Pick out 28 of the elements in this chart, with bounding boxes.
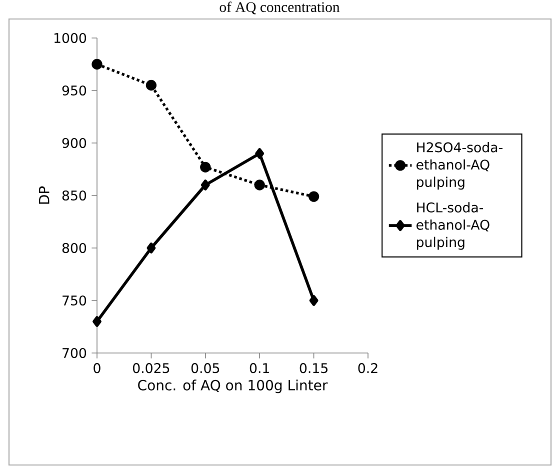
chart-title: of AQ concentration — [220, 2, 340, 14]
point — [200, 162, 211, 172]
x-tick-label: 0.025 — [132, 363, 170, 374]
point — [255, 148, 264, 159]
point — [254, 180, 265, 190]
y-tick-label: 1000 — [54, 32, 86, 44]
x-tick-label: 0 — [94, 363, 100, 374]
point — [309, 295, 318, 306]
y-tick-label: 950 — [62, 85, 86, 96]
y-tick-label: 900 — [62, 138, 86, 148]
legend-label: HCL-soda-ethanol-AQ pulping — [416, 202, 490, 250]
point — [146, 242, 156, 254]
y-tick-label: 850 — [62, 190, 86, 201]
x-tick-label: 0.1 — [250, 363, 269, 374]
point — [308, 191, 320, 202]
point — [200, 180, 210, 190]
point — [146, 80, 157, 91]
point — [92, 316, 102, 327]
legend-label: H2SO4-soda-ethanol-AQ pulping — [416, 142, 502, 190]
point — [92, 58, 102, 70]
y-tick-label: 750 — [62, 295, 86, 306]
y-axis-title: DP — [39, 186, 50, 204]
x-axis-title: Conc. of AQ on 100g Linter — [138, 380, 328, 394]
y-tick-label: 800 — [62, 242, 86, 254]
y-tick-label: 700 — [62, 348, 86, 358]
x-tick-label: 0.15 — [300, 363, 328, 374]
x-tick-label: 0.05 — [191, 363, 220, 374]
x-tick-label: 0.2 — [358, 363, 378, 374]
